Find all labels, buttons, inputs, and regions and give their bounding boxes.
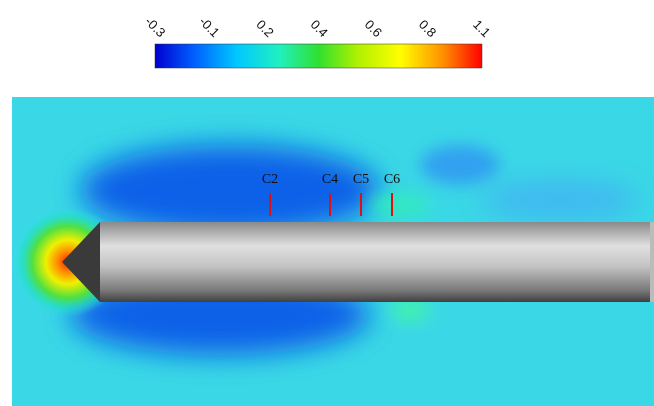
colorbar-tick-label: -0.1 — [196, 14, 222, 40]
colorbar-tick-label: 0.6 — [362, 17, 385, 40]
probe-label: C2 — [262, 172, 278, 187]
colorbar-tick-label: -0.3 — [142, 14, 168, 40]
colorbar-tick-label: 0.2 — [253, 17, 276, 40]
figure: -0.3 -0.1 0.2 0.4 0.6 0.8 1.1 C2 C4 C5 C6 — [0, 0, 654, 406]
colorbar-tick-label: 0.4 — [308, 17, 331, 40]
probe-label: C5 — [353, 172, 369, 187]
colorbar — [155, 44, 482, 68]
probe-label: C4 — [322, 172, 338, 187]
probe-label: C6 — [384, 172, 400, 187]
cylinder-end — [650, 222, 654, 302]
colorbar-ticks: -0.3 -0.1 0.2 0.4 0.6 0.8 1.1 — [142, 14, 493, 40]
cylinder — [100, 222, 650, 302]
colorbar-tick-label: 0.8 — [416, 17, 439, 40]
colorbar-tick-label: 1.1 — [470, 17, 493, 40]
